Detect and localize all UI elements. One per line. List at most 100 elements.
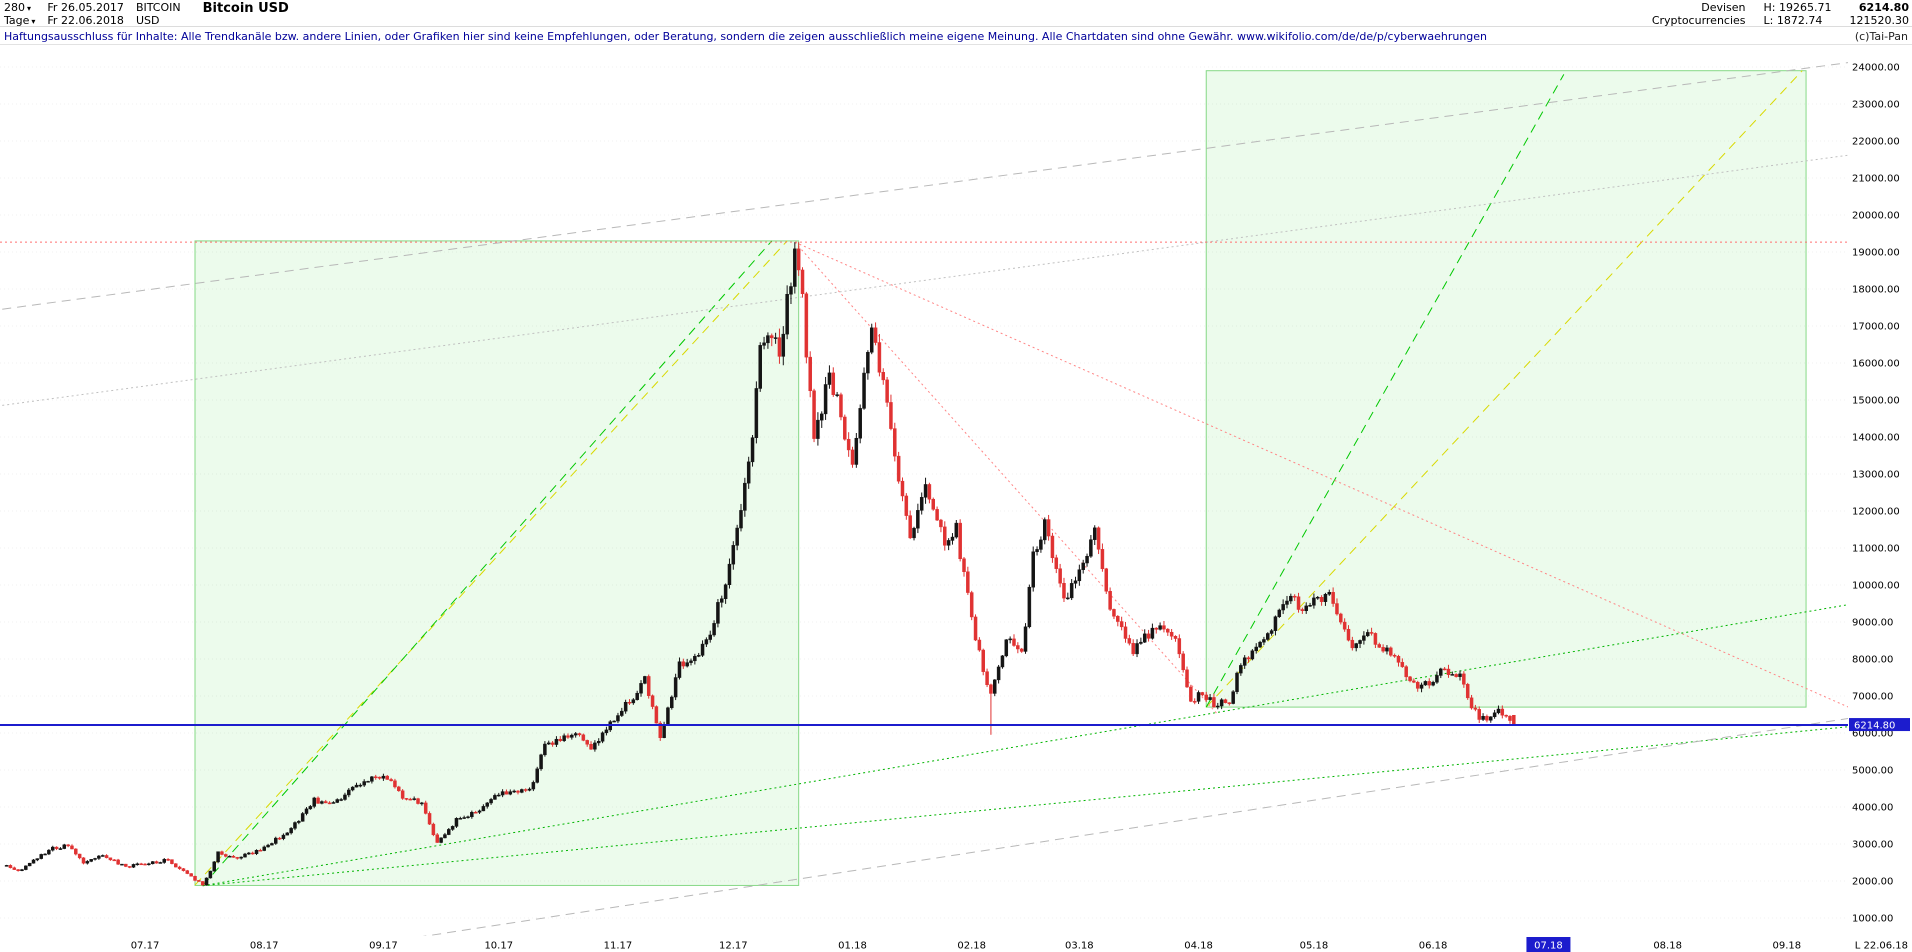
candle-body [831, 372, 836, 395]
candle-body [231, 855, 236, 858]
candle-body [1212, 697, 1216, 708]
candle [616, 712, 620, 724]
candle-body [939, 519, 943, 528]
date-from-field[interactable]: Fr 26.05.2017 [47, 1, 124, 14]
candle-body [39, 854, 43, 859]
candle [1254, 643, 1258, 654]
chart-header: 280 ▾ Tage ▾ Fr 26.05.2017 Fr 22.06.2018 B… [0, 0, 1912, 27]
candle [516, 790, 520, 795]
candle-body [1492, 712, 1497, 718]
chart-title: Bitcoin USD [202, 1, 289, 16]
candle-body [316, 797, 320, 804]
candle [612, 720, 616, 723]
candle [896, 451, 901, 484]
candle [1385, 645, 1389, 655]
candle [1039, 536, 1043, 553]
candle-body [312, 797, 316, 807]
candle [750, 435, 755, 467]
candle [862, 367, 866, 410]
candle-body [1465, 684, 1470, 699]
candle-body [1254, 646, 1258, 652]
candle [1481, 713, 1485, 722]
candle-body [839, 394, 843, 418]
period-count-dropdown[interactable]: 280 ▾ [4, 1, 35, 14]
period-unit-dropdown[interactable]: Tage ▾ [4, 14, 35, 27]
candle-body [785, 294, 789, 335]
candle [70, 844, 74, 850]
candle [1054, 554, 1059, 574]
candle-body [1354, 643, 1358, 649]
candle [370, 776, 374, 784]
candle-body [550, 742, 555, 745]
candle-body [497, 794, 501, 797]
candle-body [320, 801, 324, 804]
candle-body [89, 859, 93, 862]
last-price-tag [1849, 718, 1910, 732]
candle [969, 590, 974, 621]
candle [35, 858, 40, 862]
candle-body [1092, 527, 1097, 540]
candle [1489, 716, 1493, 723]
candle [1281, 599, 1285, 615]
candle [1043, 517, 1047, 545]
candle-body [197, 880, 201, 882]
candle [1227, 702, 1232, 706]
disclaimer-text: Haftungsausschluss für Inhalte: Alle Tre… [4, 29, 1488, 43]
candle-body [8, 865, 13, 869]
candle [1046, 514, 1051, 541]
candle-body [77, 853, 82, 859]
candle [104, 854, 109, 859]
plot-area[interactable] [0, 56, 1898, 952]
candle-body [1104, 568, 1109, 592]
candle-body [1100, 549, 1105, 570]
candle-body [923, 484, 928, 498]
candle [758, 342, 762, 392]
candle [977, 637, 982, 652]
candle [85, 860, 90, 865]
candle-body [1335, 603, 1339, 615]
x-axis-label: 10.17 [484, 941, 513, 952]
candle [66, 844, 70, 848]
candle [97, 855, 101, 860]
candle-body [1358, 640, 1362, 644]
candle [1200, 691, 1205, 697]
candle-body [404, 798, 409, 800]
candle [466, 815, 470, 819]
candle [347, 788, 351, 798]
candle-body [1281, 604, 1285, 611]
candle [677, 657, 682, 680]
x-axis-label[interactable]: 07.18 [1534, 941, 1563, 952]
candle-body [1062, 582, 1066, 599]
candle-body [577, 733, 582, 736]
candle-body [1085, 555, 1089, 564]
date-to-field[interactable]: Fr 22.06.2018 [47, 14, 124, 27]
candle [281, 833, 286, 841]
candle-body [331, 802, 336, 804]
candle-body [796, 248, 801, 271]
y-axis-label: 15000.00 [1852, 396, 1900, 407]
candle [1477, 706, 1481, 723]
y-axis-label: 22000.00 [1852, 137, 1900, 148]
disclaimer-bar: Haftungsausschluss für Inhalte: Alle Tre… [0, 28, 1912, 45]
candle-body [827, 372, 832, 385]
candle [31, 859, 36, 864]
candle-body [639, 683, 643, 694]
x-axis-label: 02.18 [957, 941, 986, 952]
candle [12, 866, 17, 870]
candle [558, 736, 563, 743]
candle [646, 674, 651, 699]
candle [323, 799, 328, 804]
candle [443, 832, 447, 839]
candle [581, 733, 586, 742]
candle [635, 690, 639, 701]
candle-body [277, 837, 282, 840]
candle-body [24, 865, 28, 870]
candle-body [704, 639, 709, 645]
candle-body [781, 333, 786, 357]
candle-body [650, 695, 655, 707]
candle-body [1219, 699, 1224, 707]
candle-body [1339, 613, 1343, 623]
candle-body [962, 558, 966, 572]
candle [527, 787, 532, 792]
